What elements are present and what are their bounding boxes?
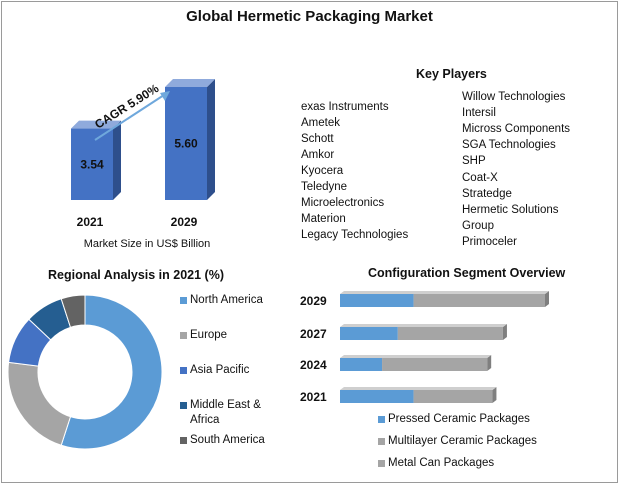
config-category-2024: 2024 (300, 358, 327, 372)
key-player-right: Intersil (462, 107, 496, 120)
config-segment-2021-0 (340, 390, 414, 403)
config-legend-swatch (378, 438, 385, 445)
market-category-2021: 2021 (77, 215, 104, 229)
config-category-2021: 2021 (300, 390, 327, 404)
market-bar-top-2021 (71, 120, 121, 129)
market-bar-2029 (165, 87, 207, 200)
key-player-left: exas Instruments (301, 101, 389, 113)
config-bar-side-2021 (492, 387, 497, 403)
key-player-right: SHP (462, 155, 486, 168)
market-size-axis-label: Market Size in US$ Billion (84, 238, 211, 250)
config-segment-2027-0 (340, 327, 398, 340)
legend-middle-east: Middle East & (190, 399, 261, 411)
config-category-2029: 2029 (300, 294, 327, 308)
key-player-right: Group (462, 219, 494, 232)
donut-slice-north-america (60, 294, 163, 450)
legend-africa: Africa (190, 414, 220, 426)
config-legend-swatch (378, 460, 385, 467)
config-category-2027: 2027 (300, 327, 327, 341)
config-bar-top-2024 (340, 355, 492, 358)
key-player-left: Schott (301, 133, 334, 145)
cagr-arrow-head (160, 91, 170, 101)
legend-swatch-asia-pacific (180, 367, 187, 374)
legend-swatch-europe (180, 332, 187, 339)
market-bar-2021 (71, 128, 113, 200)
legend-north-america: North America (190, 294, 263, 306)
key-player-right: Stratedge (462, 187, 512, 200)
config-segment-2024-1 (382, 358, 488, 371)
legend-swatch-middle-east-africa (180, 402, 187, 409)
config-bar-top-2021 (340, 387, 497, 390)
key-player-right: Hermetic Solutions (462, 203, 559, 216)
legend-swatch-north-america (180, 297, 187, 304)
key-player-right: Willow Technologies (462, 91, 566, 103)
config-legend-label: Multilayer Ceramic Packages (388, 435, 537, 447)
market-bar-top-2029 (165, 79, 215, 87)
config-bar-side-2029 (545, 291, 549, 307)
cagr-arrow (94, 94, 165, 141)
market-category-2029: 2029 (171, 215, 198, 229)
page-title: Global Hermetic Packaging Market (186, 8, 433, 25)
market-bar-value-2029: 5.60 (174, 137, 198, 151)
legend-swatch-south-america (180, 437, 187, 444)
regional-title: Regional Analysis in 2021 (%) (48, 268, 224, 282)
market-bar-side-2029 (207, 79, 215, 200)
config-segment-2027-1 (397, 327, 503, 340)
config-segment-2021-1 (413, 390, 493, 403)
config-bar-top-2029 (340, 291, 549, 294)
config-segment-2029-0 (340, 294, 414, 307)
config-segment-2024-0 (340, 358, 383, 371)
key-players-title: Key Players (416, 67, 487, 81)
market-bar-value-2021: 3.54 (80, 157, 104, 171)
key-player-left: Ametek (301, 117, 340, 129)
config-legend-label: Pressed Ceramic Packages (388, 413, 530, 425)
key-player-left: Amkor (301, 149, 335, 161)
config-legend-swatch (378, 416, 385, 423)
key-player-right: Primoceler (462, 235, 517, 248)
key-player-left: Microelectronics (301, 197, 385, 209)
config-bar-side-2027 (502, 324, 507, 340)
key-player-left: Materion (301, 213, 346, 225)
config-segment-2029-1 (413, 294, 545, 307)
key-player-right: SGA Technologies (462, 139, 556, 152)
key-player-left: Kyocera (301, 165, 344, 177)
key-player-left: Teledyne (301, 181, 348, 193)
legend-south-america: South America (190, 434, 265, 446)
key-player-right: Coat-X (462, 171, 498, 184)
config-bar-side-2024 (487, 355, 492, 371)
key-player-right: Micross Components (462, 123, 571, 136)
config-legend-label: Metal Can Packages (388, 457, 495, 469)
donut-slice-south-america (60, 294, 86, 328)
market-bar-side-2021 (113, 120, 121, 200)
key-player-left: Legacy Technologies (301, 229, 409, 241)
configuration-title: Configuration Segment Overview (368, 266, 566, 280)
config-bar-top-2027 (340, 324, 507, 327)
legend-europe: Europe (190, 329, 228, 341)
legend-asia-pacific: Asia Pacific (190, 364, 250, 376)
